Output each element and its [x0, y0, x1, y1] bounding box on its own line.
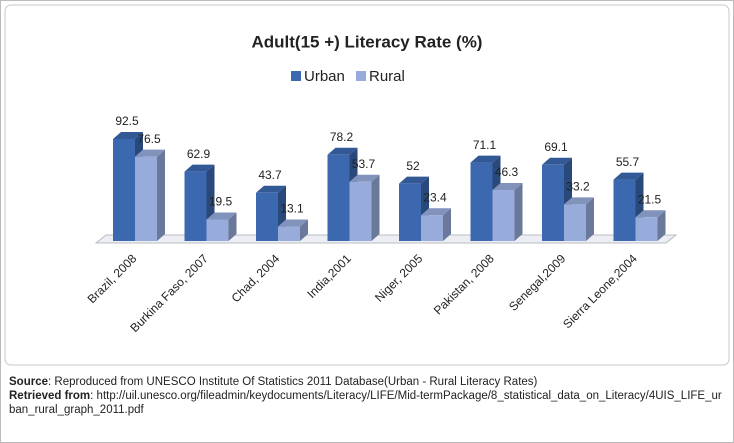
bar	[635, 217, 658, 241]
retrieved-text: : http://uil.unesco.org/fileadmin/keydoc…	[9, 390, 722, 416]
bar	[399, 183, 421, 241]
bar-side	[443, 208, 451, 241]
value-label: 55.7	[616, 155, 640, 169]
value-label: 53.7	[352, 157, 376, 171]
bar-top	[564, 197, 594, 205]
bar-top	[613, 172, 644, 180]
bar-side	[228, 212, 237, 241]
value-label: 78.2	[330, 130, 354, 144]
bar	[206, 219, 229, 241]
chart: Adult(15 +) Literacy Rate (%) Urban Rural…	[4, 4, 730, 366]
notes: Source: Reproduced from UNESCO Institute…	[9, 375, 724, 417]
bar	[421, 215, 443, 241]
value-label: 23.4	[423, 190, 447, 204]
bar-top	[206, 212, 237, 220]
value-label: 71.1	[473, 138, 497, 152]
bar-top	[349, 174, 380, 182]
chart-title: Adult(15 +) Literacy Rate (%)	[252, 32, 483, 51]
value-label: 21.5	[638, 192, 662, 206]
retrieved-line: Retrieved from: http://uil.unesco.org/fi…	[9, 389, 724, 417]
value-label: 52	[406, 159, 420, 173]
legend-label: Urban	[304, 68, 345, 85]
bar-top	[184, 164, 215, 172]
value-label: 76.5	[137, 132, 161, 146]
value-label: 19.5	[209, 195, 233, 209]
bar-top	[635, 210, 666, 218]
bar-top	[278, 219, 308, 227]
value-label: 69.1	[544, 140, 568, 154]
bar-side	[157, 149, 165, 241]
bar-top	[399, 176, 429, 184]
legend-swatch	[291, 71, 301, 81]
bar	[278, 226, 300, 241]
bar-top	[113, 132, 143, 139]
bar-top	[492, 182, 523, 190]
bar-top	[542, 157, 572, 165]
bar	[113, 139, 135, 241]
bar	[492, 189, 515, 241]
value-label: 92.5	[115, 114, 139, 128]
bar-side	[371, 174, 380, 241]
legend-label: Rural	[369, 68, 405, 85]
bar-top	[421, 208, 451, 216]
bar	[349, 181, 372, 241]
bar	[256, 192, 278, 241]
bar	[327, 154, 350, 241]
bar-top	[470, 155, 501, 163]
bar-side	[300, 219, 308, 241]
value-label: 33.2	[566, 180, 590, 194]
bar-side	[586, 197, 594, 241]
retrieved-label: Retrieved from	[9, 390, 91, 402]
value-label: 46.3	[495, 165, 519, 179]
bar-top	[135, 149, 165, 157]
bar	[184, 171, 207, 241]
bar	[613, 179, 636, 241]
bar-top	[256, 185, 286, 193]
floor	[94, 234, 678, 244]
value-label: 62.9	[187, 147, 211, 161]
value-label: 13.1	[280, 202, 304, 216]
source-label: Source	[9, 376, 48, 388]
bar	[135, 156, 157, 241]
bar-side	[514, 182, 523, 241]
bar-top	[327, 147, 358, 155]
source-text: : Reproduced from UNESCO Institute Of St…	[48, 376, 538, 388]
source-line: Source: Reproduced from UNESCO Institute…	[9, 375, 724, 389]
bar	[542, 164, 564, 241]
legend-swatch	[356, 71, 366, 81]
bar-side	[657, 210, 666, 241]
bar	[564, 204, 586, 241]
bar	[470, 162, 493, 241]
value-label: 43.7	[258, 168, 282, 182]
